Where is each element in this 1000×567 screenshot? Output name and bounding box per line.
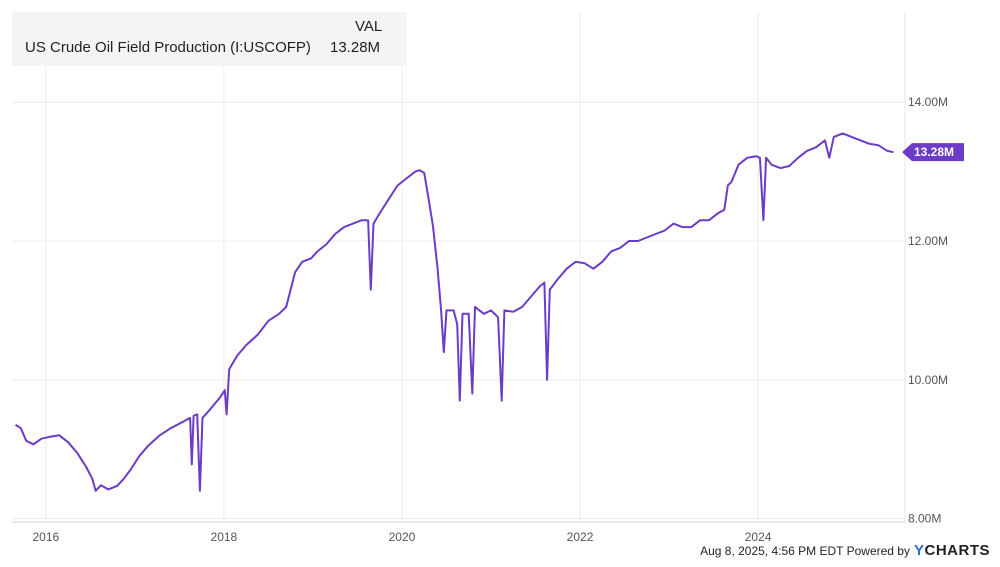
y-tick-label: 12.00M [908,234,948,248]
x-tick-label: 2020 [389,530,416,544]
ycharts-logo[interactable]: YCHARTS [913,542,990,559]
x-tick-label: 2016 [32,530,59,544]
legend-header: VAL [355,18,383,35]
grid-lines [12,12,906,523]
footer-credit: Aug 8, 2025, 4:56 PM EDT Powered by YCHA… [700,542,990,559]
legend-series-name: US Crude Oil Field Production (I:USCOFP) [25,39,311,56]
legend-box [12,12,407,66]
x-tick-label: 2018 [211,530,238,544]
current-value-marker: 13.28M [902,143,964,162]
y-tick-label: 14.00M [908,95,948,109]
y-tick-label: 10.00M [908,373,948,387]
footer-timestamp: Aug 8, 2025, 4:56 PM EDT Powered by [700,543,910,558]
y-tick-labels: 8.00M 10.00M 12.00M 14.00M [908,95,948,525]
y-tick-label: 8.00M [908,512,941,526]
current-value-label: 13.28M [914,145,954,159]
x-tick-label: 2024 [745,530,772,544]
x-tick-label: 2022 [567,530,594,544]
series-line-us-crude-oil [15,132,894,492]
x-tick-labels: 2016 2018 2020 2022 2024 [32,530,771,544]
legend-series-value: 13.28M [330,39,381,56]
